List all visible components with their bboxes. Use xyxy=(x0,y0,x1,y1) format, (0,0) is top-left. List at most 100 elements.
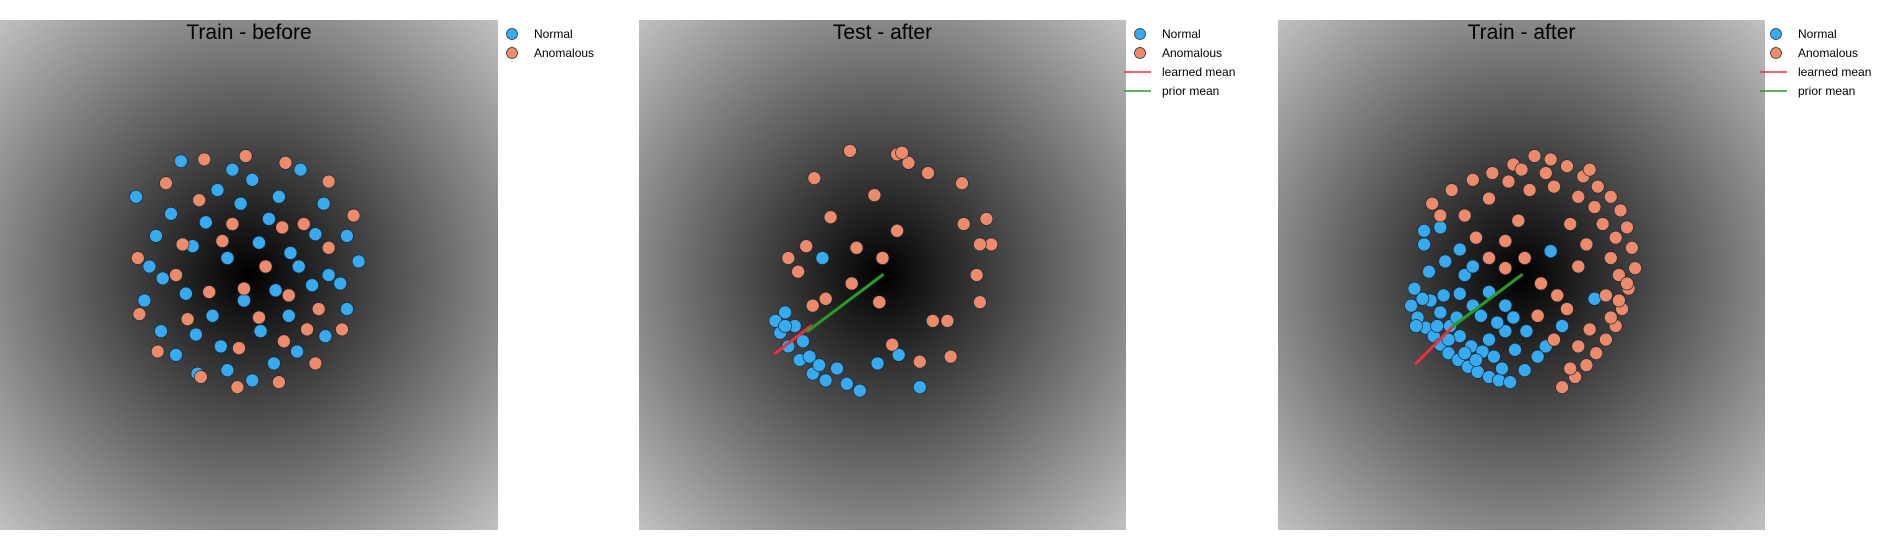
data-point xyxy=(1482,332,1496,347)
data-point xyxy=(311,302,326,316)
data-point xyxy=(210,183,225,197)
legend-swatch-marker xyxy=(1770,47,1782,59)
data-point xyxy=(237,281,251,296)
data-point xyxy=(1503,375,1517,389)
data-point xyxy=(252,235,266,250)
data-point xyxy=(1571,259,1586,274)
data-point xyxy=(1498,324,1513,338)
data-point xyxy=(281,288,296,303)
data-point xyxy=(1563,217,1578,231)
data-point xyxy=(258,259,273,274)
prior-mean-line xyxy=(806,273,884,333)
data-point xyxy=(1603,189,1618,204)
data-point xyxy=(1547,179,1561,194)
series-normal xyxy=(1404,220,1602,389)
data-point xyxy=(1457,208,1472,223)
data-point xyxy=(815,251,830,265)
data-point xyxy=(1441,346,1456,361)
data-point xyxy=(293,162,308,177)
data-point xyxy=(267,356,281,371)
data-point xyxy=(973,237,987,252)
data-point xyxy=(1579,237,1594,252)
data-point xyxy=(272,189,286,204)
data-point xyxy=(1433,305,1448,320)
data-point xyxy=(925,314,940,328)
data-point xyxy=(1571,339,1586,354)
data-point xyxy=(1508,342,1522,357)
series-normal xyxy=(768,251,927,398)
data-point xyxy=(1501,174,1516,189)
data-point xyxy=(1436,288,1451,303)
data-point xyxy=(1612,293,1626,308)
data-point xyxy=(1457,346,1472,361)
data-point xyxy=(169,348,183,362)
data-point xyxy=(1530,308,1545,323)
data-point xyxy=(316,196,331,211)
data-point xyxy=(159,176,173,191)
data-point xyxy=(137,293,152,308)
data-point xyxy=(1620,220,1634,235)
data-point xyxy=(870,356,885,371)
panel-train-before: Train - before Normal Anomalous xyxy=(0,20,594,530)
data-point xyxy=(872,295,887,310)
legend-label: Anomalous xyxy=(1162,46,1222,60)
legend-label: Anomalous xyxy=(534,46,594,60)
legend-label: Normal xyxy=(534,27,573,41)
data-point xyxy=(296,217,311,231)
data-point xyxy=(1587,291,1602,306)
data-point xyxy=(275,220,290,235)
data-point xyxy=(179,286,193,301)
data-point xyxy=(253,324,268,338)
data-point xyxy=(901,155,916,170)
data-point xyxy=(321,174,336,189)
data-point xyxy=(283,246,298,260)
data-point xyxy=(205,308,220,323)
data-point xyxy=(1498,298,1513,313)
data-point xyxy=(1482,251,1496,265)
data-point xyxy=(1444,183,1459,197)
data-point xyxy=(318,329,333,344)
data-point xyxy=(1599,332,1613,347)
data-point xyxy=(1543,152,1558,167)
panel-title: Test - after xyxy=(833,21,932,44)
data-point xyxy=(1430,319,1444,333)
data-point xyxy=(1522,183,1537,197)
legend: Normal Anomalous learned mean prior mean xyxy=(1124,27,1235,98)
legend-label: learned mean xyxy=(1798,65,1871,79)
data-point xyxy=(1511,213,1526,228)
data-point xyxy=(198,215,213,230)
data-point xyxy=(1603,251,1618,265)
data-point xyxy=(321,240,336,255)
legend: Normal Anomalous learned mean prior mean xyxy=(1760,27,1871,98)
data-point xyxy=(1422,264,1436,279)
data-point xyxy=(1625,240,1639,255)
data-point xyxy=(233,196,248,211)
data-point xyxy=(1409,319,1423,333)
data-point xyxy=(1534,276,1548,291)
data-point xyxy=(230,380,245,395)
data-point xyxy=(818,291,833,306)
data-point xyxy=(818,373,833,388)
legend-swatch-marker xyxy=(506,28,518,40)
data-point xyxy=(812,358,827,372)
data-point xyxy=(1482,191,1496,206)
panel-test-after: Test - after Normal Anomalous learned mean p… xyxy=(639,20,1235,530)
data-point xyxy=(1457,268,1472,282)
plot-background xyxy=(0,20,498,530)
data-point xyxy=(1599,288,1613,303)
data-point xyxy=(272,375,286,389)
legend-label: Anomalous xyxy=(1798,46,1858,60)
data-point xyxy=(943,349,958,364)
data-point xyxy=(321,268,336,282)
data-point xyxy=(340,229,354,243)
data-point xyxy=(781,251,796,265)
data-point xyxy=(149,229,163,243)
data-point xyxy=(778,319,792,333)
data-point xyxy=(300,322,314,337)
data-point xyxy=(839,376,854,391)
data-point xyxy=(1595,217,1610,231)
data-point xyxy=(830,361,844,376)
data-point xyxy=(346,208,361,223)
data-point xyxy=(844,276,859,291)
data-point xyxy=(1603,310,1618,325)
